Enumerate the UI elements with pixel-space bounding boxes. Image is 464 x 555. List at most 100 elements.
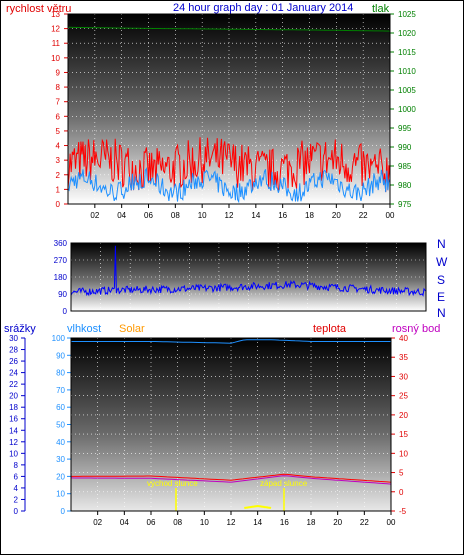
temperature-tick-label: 0	[399, 488, 404, 497]
wind-tick-label: 12	[51, 25, 60, 34]
wind-tick-label: 11	[52, 39, 61, 48]
direction-tick-label: 180	[54, 273, 68, 282]
direction-tick-label: 0	[63, 307, 68, 316]
hour-tick-label: 16	[280, 518, 289, 527]
humidity-tick-label: 80	[56, 369, 65, 378]
wind-direction-line	[70, 245, 427, 297]
wind-tick-label: 4	[56, 142, 61, 151]
rain-tick-label: 20	[9, 392, 18, 401]
rain-tick-label: 8	[14, 461, 19, 470]
pressure-tick-label: 980	[398, 181, 412, 190]
plot-area	[71, 243, 426, 311]
dew-point-axis-label: rosný bod	[392, 323, 440, 335]
rain-tick-label: 28	[9, 346, 18, 355]
rain-tick-label: 14	[9, 426, 18, 435]
sunrise-label: východ slunce	[147, 479, 198, 488]
chart-title: 24 hour graph day : 01 January 2014	[173, 2, 353, 14]
humidity-axis-label: vlhkost	[67, 323, 101, 335]
compass-s: S	[437, 273, 445, 287]
hour-tick-label: 18	[305, 211, 314, 220]
humidity-tick-label: 70	[56, 386, 65, 395]
humidity-tick-label: 20	[56, 472, 65, 481]
rain-tick-label: 18	[9, 403, 18, 412]
hour-tick-label: 10	[200, 518, 209, 527]
temperature-tick-label: 25	[399, 392, 408, 401]
wind-tick-label: 5	[56, 127, 61, 136]
humidity-tick-label: 50	[56, 421, 65, 430]
solar-axis-label: Solar	[119, 323, 145, 335]
hour-tick-label: 22	[359, 211, 368, 220]
wind-pressure-panel: 0123456789101112139759809859909951000100…	[6, 2, 416, 220]
pressure-tick-label: 1005	[398, 86, 416, 95]
wind-tick-label: 2	[56, 171, 61, 180]
wind-tick-label: 1	[56, 185, 61, 194]
plot-area	[68, 14, 390, 204]
pressure-tick-label: 975	[398, 200, 412, 209]
temperature-tick-label: -5	[399, 507, 407, 516]
wind-average-line	[67, 167, 391, 204]
rain-axis-label: srážky	[4, 323, 36, 335]
direction-tick-label: 270	[54, 256, 68, 265]
temperature-tick-label: 30	[399, 372, 408, 381]
hour-tick-label: 08	[173, 518, 182, 527]
wind-tick-label: 3	[56, 156, 61, 165]
hour-tick-label: 06	[144, 211, 153, 220]
rain-tick-label: 0	[14, 507, 19, 516]
humidity-tick-label: 40	[56, 438, 65, 447]
temperature-tick-label: 20	[399, 411, 408, 420]
rain-tick-label: 10	[9, 449, 18, 458]
rain-tick-label: 12	[9, 438, 18, 447]
pressure-axis-label: tlak	[372, 3, 390, 15]
wind-direction-panel: 0 90 180 270 360 N W S E N	[54, 237, 448, 320]
humidity-line	[71, 339, 391, 344]
rain-tick-label: 24	[9, 369, 18, 378]
hour-tick-label: 12	[225, 211, 234, 220]
wind-tick-label: 6	[56, 112, 61, 121]
pressure-tick-label: 995	[398, 124, 412, 133]
pressure-tick-label: 1020	[398, 29, 416, 38]
temperature-tick-label: 5	[399, 469, 404, 478]
rain-tick-label: 30	[9, 334, 18, 343]
hour-tick-label: 08	[171, 211, 180, 220]
hour-tick-label: 14	[253, 518, 262, 527]
pressure-tick-label: 985	[398, 162, 412, 171]
sunset-label: západ slunce	[260, 479, 308, 488]
wind-tick-label: 8	[56, 83, 61, 92]
pressure-tick-label: 1025	[398, 10, 416, 19]
wind-axis-label: rychlost větru	[6, 3, 71, 15]
wind-gust-line	[67, 137, 391, 193]
wind-tick-label: 0	[56, 200, 61, 209]
humidity-tick-label: 30	[56, 455, 65, 464]
compass-w: W	[436, 255, 448, 269]
wind-tick-label: 10	[51, 54, 60, 63]
rain-tick-label: 2	[14, 495, 19, 504]
rain-tick-label: 22	[9, 380, 18, 389]
hour-tick-label: 02	[90, 211, 99, 220]
humidity-tick-label: 10	[56, 490, 65, 499]
humidity-tick-label: 60	[56, 403, 65, 412]
pressure-tick-label: 1015	[398, 48, 416, 57]
hour-tick-label: 18	[307, 518, 316, 527]
temperature-tick-label: 10	[399, 449, 408, 458]
hour-tick-label: 16	[278, 211, 287, 220]
hour-tick-label: 06	[147, 518, 156, 527]
rain-tick-label: 26	[9, 357, 18, 366]
hour-tick-label: 02	[93, 518, 102, 527]
pressure-tick-label: 990	[398, 143, 412, 152]
dew-point-line	[70, 475, 392, 485]
rain-tick-label: 16	[9, 415, 18, 424]
pressure-tick-label: 1000	[398, 105, 416, 114]
hour-tick-label: 22	[360, 518, 369, 527]
direction-tick-label: 90	[58, 290, 67, 299]
temperature-tick-label: 40	[399, 334, 408, 343]
hour-tick-label: 00	[386, 211, 395, 220]
compass-n-top: N	[437, 237, 446, 251]
pressure-line	[67, 26, 391, 32]
humidity-tick-label: 0	[61, 507, 66, 516]
hour-tick-label: 00	[387, 518, 396, 527]
hour-tick-label: 20	[333, 518, 342, 527]
hour-tick-label: 10	[198, 211, 207, 220]
temperature-humidity-panel: východ slunce západ slunce 0246810121416…	[4, 323, 440, 527]
